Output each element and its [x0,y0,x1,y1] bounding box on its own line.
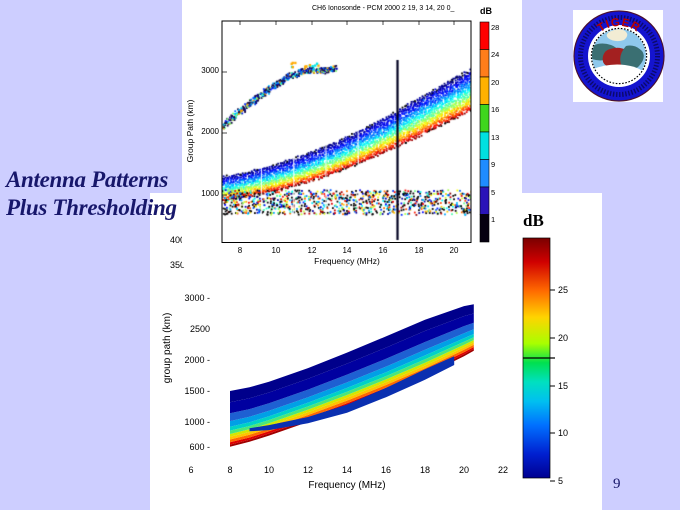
svg-text:5: 5 [558,476,563,486]
svg-text:dB: dB [523,211,544,230]
svg-text:16: 16 [491,105,499,114]
svg-text:8: 8 [238,246,243,255]
svg-text:1000 -: 1000 - [184,417,210,427]
svg-text:group path (km): group path (km) [162,313,173,384]
svg-text:10: 10 [264,465,274,475]
svg-text:13: 13 [491,133,499,142]
svg-text:16: 16 [379,246,388,255]
svg-text:9: 9 [491,160,495,169]
svg-text:10: 10 [272,246,281,255]
svg-text:1: 1 [491,215,495,224]
svg-text:3000: 3000 [201,66,219,75]
svg-text:20: 20 [450,246,459,255]
svg-text:20: 20 [491,78,499,87]
svg-text:3000 -: 3000 - [184,293,210,303]
svg-text:5: 5 [491,188,495,197]
svg-text:22: 22 [498,465,508,475]
svg-text:10: 10 [558,428,568,438]
svg-text:1500 -: 1500 - [184,386,210,396]
svg-text:20: 20 [459,465,469,475]
svg-text:6: 6 [188,465,193,475]
svg-text:18: 18 [415,246,424,255]
svg-text:24: 24 [491,50,499,59]
svg-text:15: 15 [558,381,568,391]
svg-text:2500: 2500 [190,324,210,334]
svg-text:Frequency (MHz): Frequency (MHz) [308,480,385,491]
svg-text:12: 12 [303,465,313,475]
svg-text:600 -: 600 - [189,442,210,452]
svg-text:Group Path (km): Group Path (km) [185,99,195,162]
svg-text:28: 28 [491,23,499,32]
svg-text:14: 14 [342,465,352,475]
svg-text:18: 18 [420,465,430,475]
svg-text:12: 12 [308,246,317,255]
svg-text:16: 16 [381,465,391,475]
svg-text:8: 8 [227,465,232,475]
svg-text:20: 20 [558,333,568,343]
svg-text:Frequency (MHz): Frequency (MHz) [314,256,380,266]
svg-text:CH6 Ionosonde - PCM 2000 2 19: CH6 Ionosonde - PCM 2000 2 19, 3 14, 20 … [312,5,455,12]
svg-text:dB: dB [480,6,492,16]
svg-text:2000: 2000 [201,127,219,136]
svg-text:2000 -: 2000 - [184,355,210,365]
svg-text:25: 25 [558,285,568,295]
svg-text:14: 14 [343,246,352,255]
